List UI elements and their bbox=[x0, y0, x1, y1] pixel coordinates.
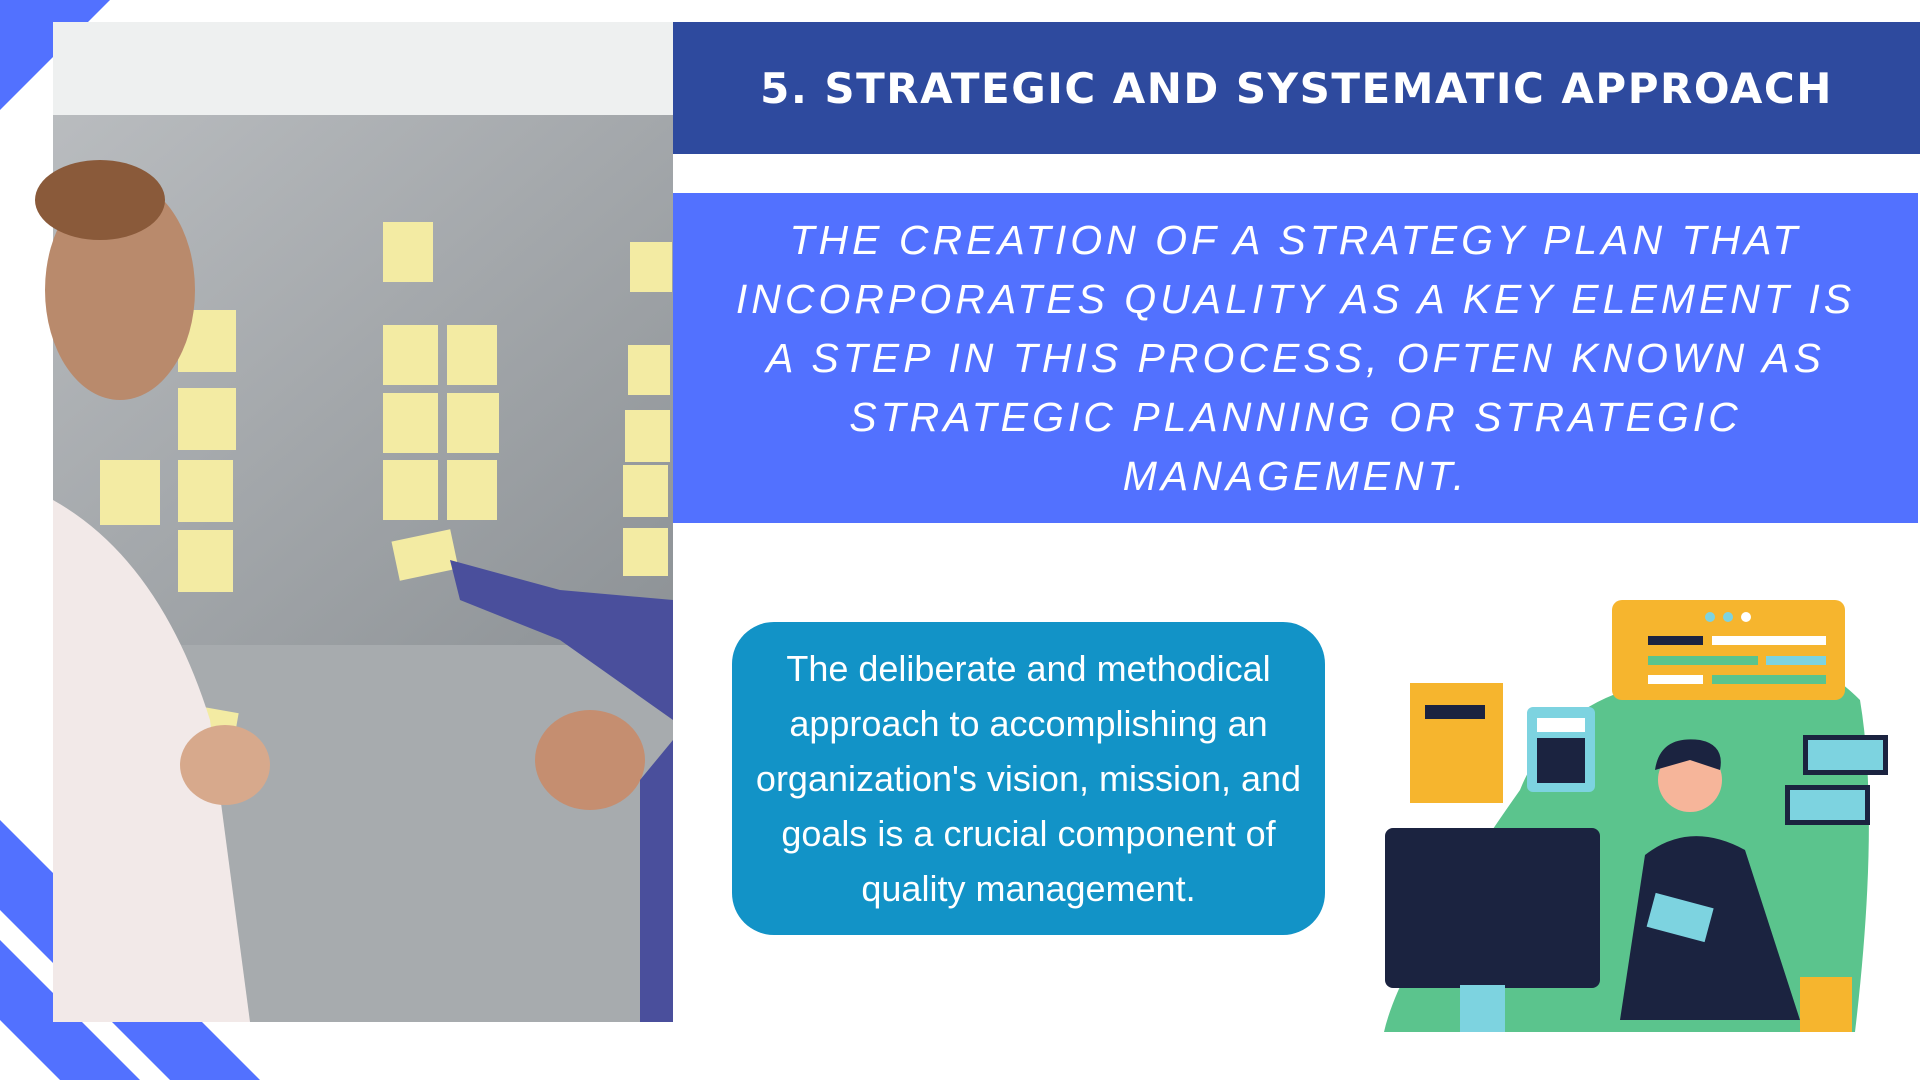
photo bbox=[35, 22, 673, 1022]
body-text: The deliberate and methodical approach t… bbox=[755, 648, 1302, 909]
title-bar: 5. STRATEGIC AND SYSTEMATIC APPROACH bbox=[673, 22, 1920, 154]
illustration bbox=[1384, 600, 1888, 1032]
body-box: The deliberate and methodical approach t… bbox=[732, 622, 1325, 935]
subtitle: THE CREATION OF A STRATEGY PLAN THAT INC… bbox=[735, 216, 1856, 499]
title: 5. STRATEGIC AND SYSTEMATIC APPROACH bbox=[760, 63, 1833, 113]
subtitle-box: THE CREATION OF A STRATEGY PLAN THAT INC… bbox=[673, 193, 1918, 523]
